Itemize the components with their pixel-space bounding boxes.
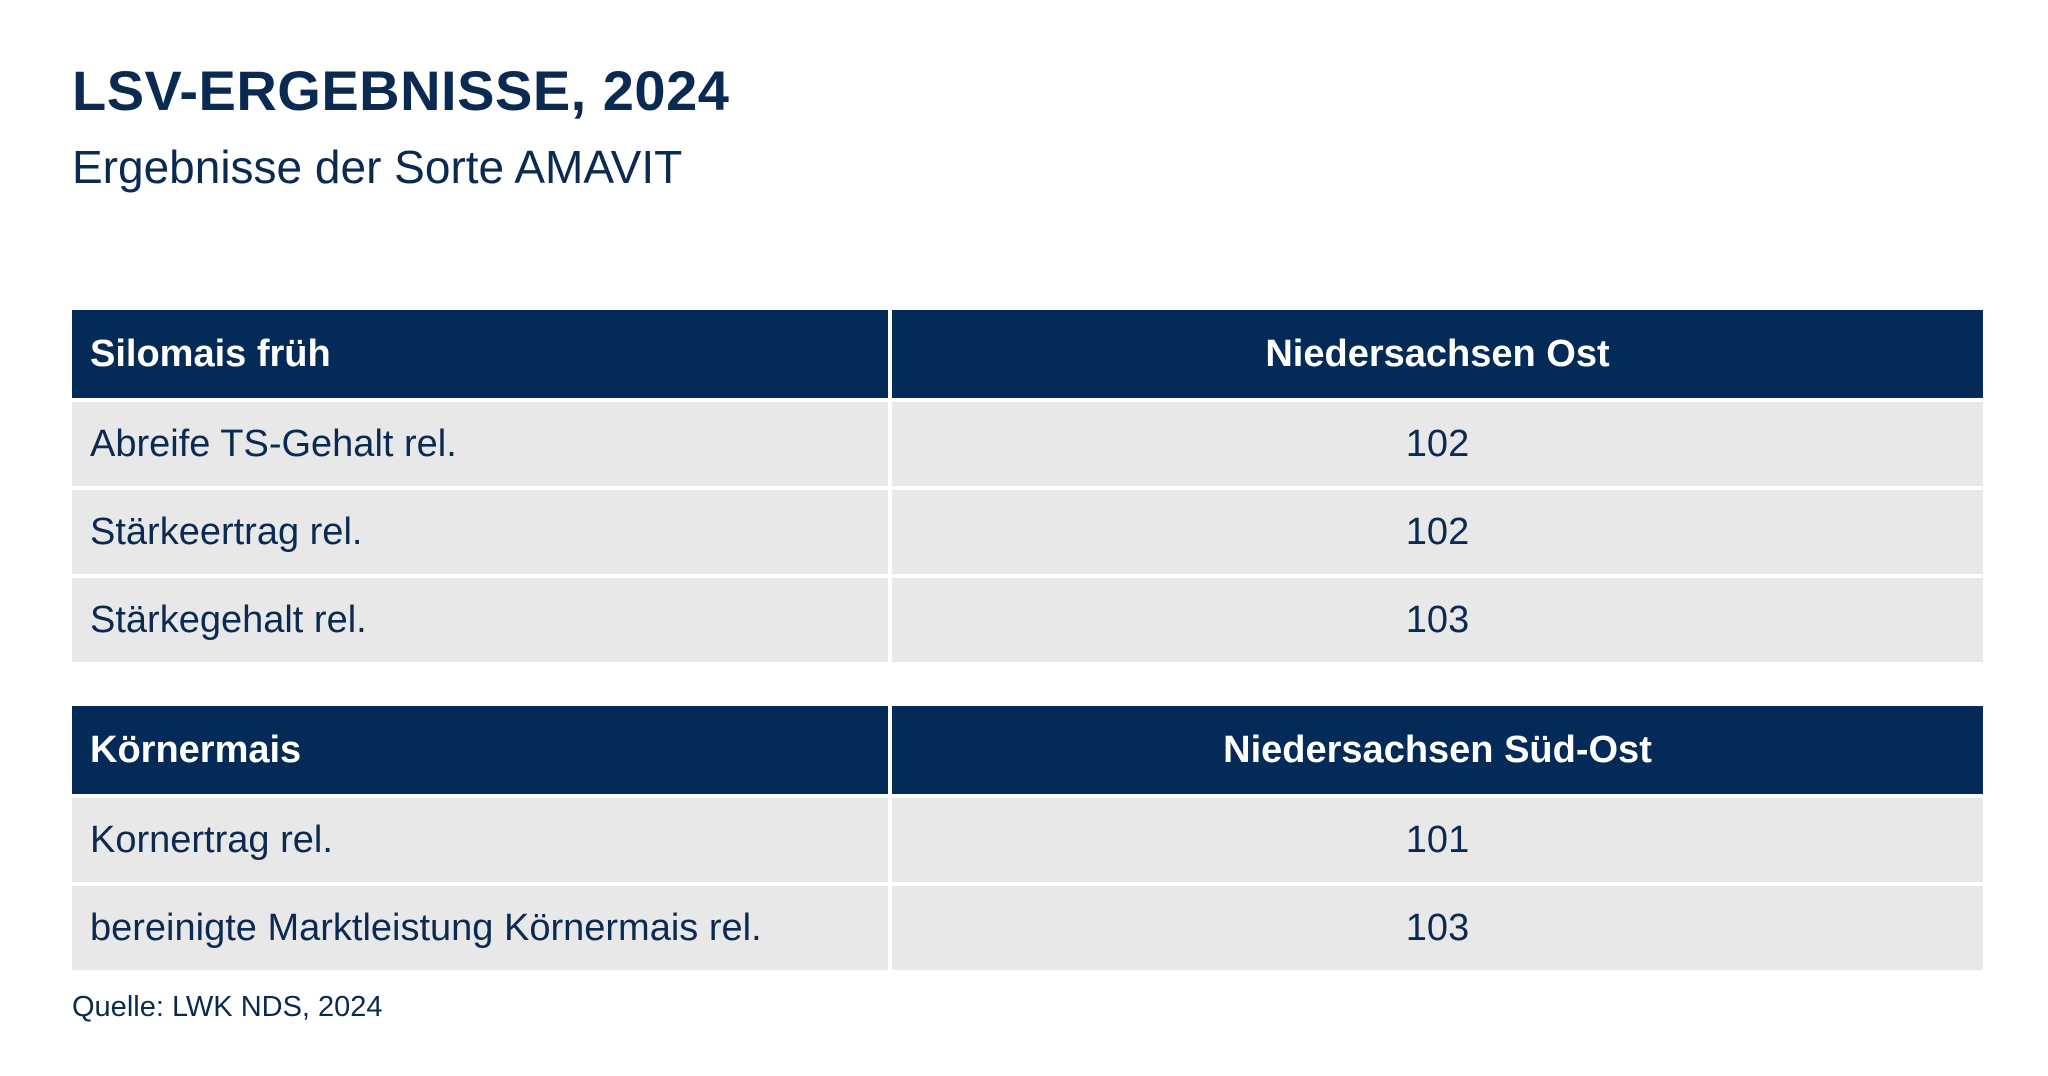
- row-value: 103: [892, 574, 1983, 662]
- results-table-silomais: Silomais früh Niedersachsen Ost Abreife …: [72, 310, 1983, 662]
- row-label: Abreife TS-Gehalt rel.: [72, 398, 892, 486]
- table-row: Abreife TS-Gehalt rel. 102: [72, 398, 1983, 486]
- row-label: Stärkegehalt rel.: [72, 574, 892, 662]
- row-value: 103: [892, 882, 1983, 970]
- table-row: Kornertrag rel. 101: [72, 794, 1983, 882]
- source-note: Quelle: LWK NDS, 2024: [72, 991, 383, 1023]
- table-header-row: Silomais früh Niedersachsen Ost: [72, 310, 1983, 398]
- row-label: bereinigte Marktleistung Körnermais rel.: [72, 882, 892, 970]
- results-table-koernermais: Körnermais Niedersachsen Süd-Ost Kornert…: [72, 706, 1983, 970]
- table-row: Stärkegehalt rel. 103: [72, 574, 1983, 662]
- column-header-region: Niedersachsen Süd-Ost: [892, 706, 1983, 794]
- row-label: Stärkeertrag rel.: [72, 486, 892, 574]
- row-value: 102: [892, 398, 1983, 486]
- table-row: bereinigte Marktleistung Körnermais rel.…: [72, 882, 1983, 970]
- column-header-region: Niedersachsen Ost: [892, 310, 1983, 398]
- table-header-row: Körnermais Niedersachsen Süd-Ost: [72, 706, 1983, 794]
- column-header-crop: Körnermais: [72, 706, 892, 794]
- column-header-crop: Silomais früh: [72, 310, 892, 398]
- row-value: 101: [892, 794, 1983, 882]
- row-label: Kornertrag rel.: [72, 794, 892, 882]
- row-value: 102: [892, 486, 1983, 574]
- table-row: Stärkeertrag rel. 102: [72, 486, 1983, 574]
- page-subtitle: Ergebnisse der Sorte AMAVIT: [72, 141, 683, 193]
- page-title: LSV-ERGEBNISSE, 2024: [72, 59, 730, 122]
